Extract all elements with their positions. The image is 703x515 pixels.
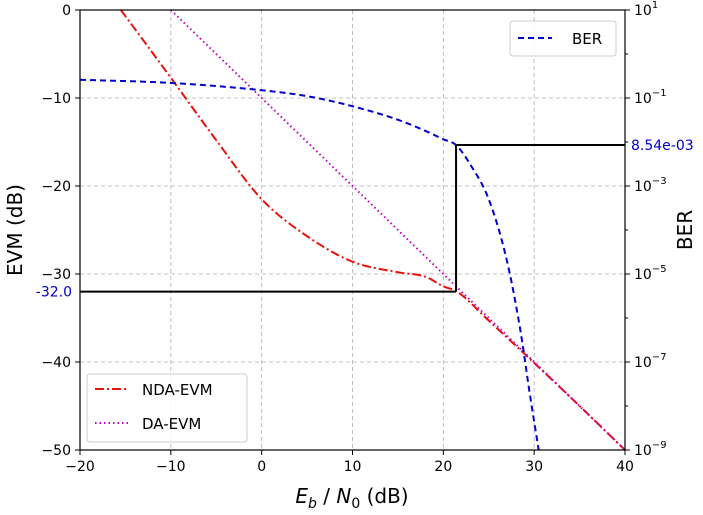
x-label-unit: (dB) xyxy=(360,484,408,508)
x-tick-label: 30 xyxy=(525,459,543,475)
x-label-n: N xyxy=(336,484,351,508)
legend-da-label: DA-EVM xyxy=(142,415,201,433)
x-tick-label: 0 xyxy=(257,459,266,475)
y-left-tick-label: −40 xyxy=(41,355,71,371)
y-right-tick-label: 101 xyxy=(634,0,658,19)
legend-ber: BER xyxy=(509,20,617,57)
y-right-tick-label: 10−7 xyxy=(634,352,667,371)
y-left-tick-label: −20 xyxy=(41,179,71,195)
y-left-tick-label: −10 xyxy=(41,91,71,107)
x-axis-label: Eb / N0 (dB) xyxy=(295,484,408,512)
annotation-group: -32.0 8.54e-03 xyxy=(36,138,694,301)
tick-group: −20 −10 0 10 20 30 40 0 −10 −20 −30 −40 −50 101 10−1 10… xyxy=(41,0,666,475)
y-left-tick-label: −30 xyxy=(41,267,71,283)
x-tick-label: −10 xyxy=(156,459,186,475)
ber-threshold-label: 8.54e-03 xyxy=(631,138,694,154)
x-label-e: E xyxy=(295,484,308,508)
series-line-nda-evm xyxy=(120,9,626,451)
x-label-sub-b: b xyxy=(308,496,317,512)
series-line-ber xyxy=(79,78,540,451)
y-right-tick-label: 10−1 xyxy=(634,88,667,107)
y-left-tick-label: −50 xyxy=(41,443,71,459)
series-group xyxy=(79,9,626,451)
legend-evm: NDA-EVM DA-EVM xyxy=(86,373,248,443)
x-tick-label: −20 xyxy=(65,459,95,475)
y-right-tick-label: 10−5 xyxy=(634,264,667,283)
x-label-sub-0: 0 xyxy=(351,496,360,512)
y-axis-right-label: BER xyxy=(673,210,697,250)
x-tick-label: 40 xyxy=(616,459,634,475)
x-label-sep: / xyxy=(317,484,336,508)
series-line-da-evm xyxy=(170,9,626,451)
x-tick-label: 20 xyxy=(434,459,452,475)
evm-threshold-label: -32.0 xyxy=(36,285,72,301)
legend-nda-label: NDA-EVM xyxy=(142,381,213,399)
y-axis-left-label: EVM (dB) xyxy=(3,184,27,276)
legend-ber-box xyxy=(509,20,617,57)
legend-ber-label: BER xyxy=(572,30,602,48)
y-left-tick-label: 0 xyxy=(62,3,71,19)
x-tick-label: 10 xyxy=(344,459,362,475)
y-right-tick-label: 10−3 xyxy=(634,176,667,195)
y-right-tick-label: 10−9 xyxy=(634,440,667,459)
legend-evm-box xyxy=(86,373,248,443)
